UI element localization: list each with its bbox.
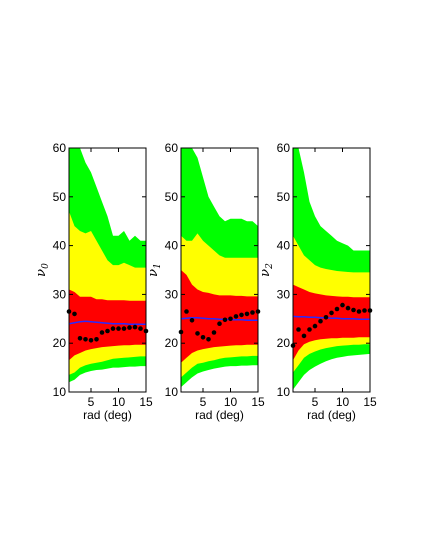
- y-tick-label: 60: [165, 141, 179, 155]
- observed-point: [110, 326, 116, 331]
- y-tick-label: 40: [53, 239, 67, 253]
- observed-point: [362, 308, 367, 313]
- y-axis-label-subscript: 0: [41, 263, 51, 269]
- observed-point: [244, 311, 250, 317]
- y-tick-label: 20: [53, 336, 67, 350]
- observed-point: [132, 324, 138, 330]
- x-axis-label: rad (deg): [307, 408, 356, 422]
- x-axis-label: rad (deg): [83, 408, 132, 422]
- observed-point: [127, 325, 132, 330]
- observed-point: [99, 330, 105, 335]
- band-2: [293, 284, 370, 361]
- observed-point: [356, 309, 362, 314]
- observed-point: [340, 302, 345, 308]
- observed-point: [217, 321, 222, 327]
- observed-point: [184, 309, 189, 314]
- x-axis-label: rad (deg): [195, 408, 244, 422]
- observed-point: [88, 338, 94, 343]
- y-tick-label: 30: [277, 287, 291, 301]
- observed-point: [345, 305, 351, 311]
- y-tick-label: 10: [53, 385, 67, 399]
- observed-point: [211, 330, 217, 335]
- observed-point: [351, 307, 356, 313]
- observed-point: [72, 311, 77, 317]
- observed-point: [138, 326, 143, 331]
- observed-point: [296, 327, 301, 332]
- observed-point: [94, 337, 99, 342]
- x-tick-label: 15: [363, 395, 377, 409]
- observed-point: [307, 327, 312, 332]
- plot-area: [293, 148, 370, 390]
- observed-point: [334, 306, 340, 312]
- observed-point: [329, 310, 334, 316]
- panel-0: 10 20 30 40 50 60 5 10 15 rad (deg) ν0: [34, 141, 153, 422]
- y-tick-label: 30: [165, 287, 179, 301]
- y-tick-label: 50: [165, 190, 179, 204]
- observed-point: [200, 335, 206, 340]
- observed-point: [239, 312, 244, 318]
- x-tick-label: 5: [88, 395, 95, 409]
- x-tick-label: 10: [224, 395, 238, 409]
- observed-point: [222, 317, 228, 323]
- x-tick-label: 10: [336, 395, 350, 409]
- y-axis-label-subscript: 2: [265, 263, 275, 270]
- observed-point: [323, 315, 329, 320]
- observed-point: [121, 326, 127, 331]
- x-tick-label: 10: [112, 395, 126, 409]
- observed-point: [195, 331, 200, 336]
- observed-point: [250, 310, 255, 315]
- y-tick-label: 60: [277, 141, 291, 155]
- y-axis-label: ν1: [146, 263, 163, 277]
- observed-point: [318, 318, 323, 324]
- y-tick-label: 10: [165, 385, 179, 399]
- band-2: [69, 289, 146, 361]
- observed-point: [206, 337, 211, 342]
- observed-point: [312, 323, 318, 329]
- y-axis-label-symbol: ν: [146, 269, 161, 277]
- axes-frame: [292, 147, 371, 393]
- y-axis-label: ν2: [258, 263, 275, 277]
- plot-area: [181, 148, 258, 388]
- y-tick-label: 40: [165, 239, 179, 253]
- y-axis-label-symbol: ν: [34, 269, 49, 277]
- y-tick-label: 20: [277, 336, 291, 350]
- y-tick-label: 10: [277, 385, 291, 399]
- observed-point: [116, 326, 121, 331]
- observed-point: [105, 328, 110, 334]
- y-axis-label-subscript: 1: [153, 263, 163, 269]
- y-tick-label: 20: [165, 336, 179, 350]
- y-tick-label: 30: [53, 287, 67, 301]
- y-tick-label: 50: [53, 190, 67, 204]
- y-axis-label: ν0: [34, 263, 51, 277]
- x-tick-label: 15: [139, 395, 153, 409]
- axes-frame: [68, 147, 147, 393]
- x-tick-label: 5: [200, 395, 207, 409]
- observed-point: [189, 318, 195, 323]
- plot-area: [69, 148, 146, 383]
- median-line: [69, 320, 146, 325]
- observed-point: [228, 316, 233, 322]
- y-tick-label: 40: [277, 239, 291, 253]
- y-axis-label-symbol: ν: [258, 269, 273, 277]
- panel-1: 10 20 30 40 50 60 5 10 15 rad (deg) ν1: [146, 141, 265, 422]
- median-line: [293, 315, 370, 321]
- observed-point: [301, 333, 307, 339]
- y-tick-label: 50: [277, 190, 291, 204]
- x-tick-label: 15: [251, 395, 265, 409]
- observed-point: [83, 337, 88, 342]
- panel-2: 10 20 30 40 50 60 5 10 15 rad (deg) ν2: [258, 141, 377, 422]
- band-2: [181, 270, 258, 363]
- median-line: [181, 317, 258, 322]
- y-tick-label: 60: [53, 141, 67, 155]
- observed-point: [77, 336, 83, 341]
- axes-frame: [180, 147, 259, 393]
- x-tick-label: 5: [312, 395, 319, 409]
- observed-point: [233, 314, 239, 319]
